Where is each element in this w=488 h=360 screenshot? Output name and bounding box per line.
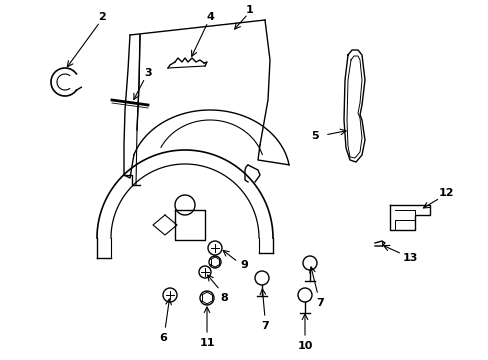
Text: 4: 4 [205,12,214,22]
Text: 8: 8 [220,293,227,303]
Text: 3: 3 [144,68,151,78]
Text: 2: 2 [98,12,106,22]
Text: 13: 13 [402,253,417,263]
Text: 9: 9 [240,260,247,270]
Text: 1: 1 [245,5,253,15]
Text: 7: 7 [261,321,268,331]
Text: 10: 10 [297,341,312,351]
Text: 7: 7 [315,298,323,308]
Text: 12: 12 [437,188,453,198]
Text: 5: 5 [310,131,318,141]
Text: 11: 11 [199,338,214,348]
Text: 6: 6 [159,333,166,343]
